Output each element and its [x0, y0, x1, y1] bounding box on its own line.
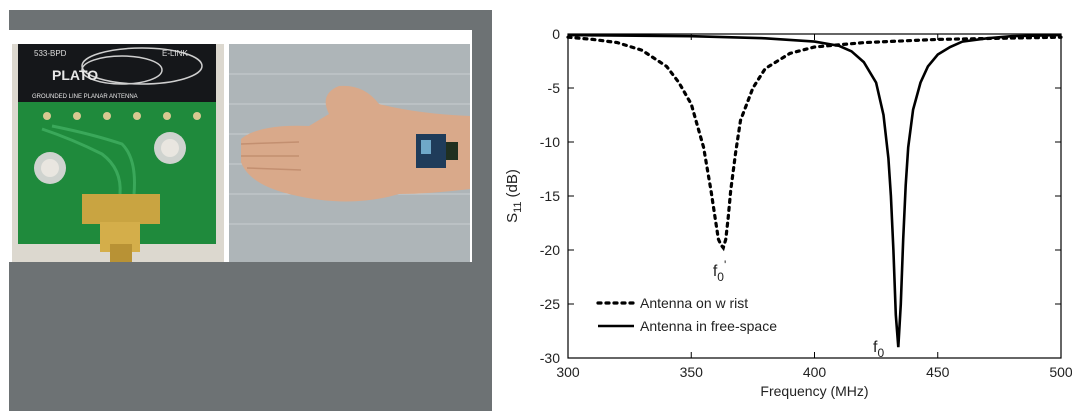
annotation-subscript: 0: [717, 270, 724, 284]
hand-sensor-photo: [229, 44, 470, 262]
y-axis-label-sub: 11: [512, 201, 524, 212]
y-tick-label: -10: [540, 134, 560, 150]
x-tick-label: 300: [556, 364, 580, 380]
annotation-f0-prime: f0': [713, 258, 726, 284]
y-tick-label: -5: [548, 80, 561, 96]
x-tick-label: 350: [680, 364, 704, 380]
annotation-base: f: [873, 339, 878, 356]
legend-label-antenna-on-wrist: Antenna on w rist: [640, 295, 748, 311]
pcb-label-model: 533-BPD: [34, 49, 67, 58]
y-axis-label: S11 (dB): [504, 169, 524, 223]
y-axis-label-unit: (dB): [504, 169, 521, 197]
annotation-prime: ': [724, 258, 726, 272]
series-line-antenna-on-wrist: [566, 35, 1063, 252]
y-tick-label: -20: [540, 242, 560, 258]
annotation-subscript: 0: [878, 346, 885, 360]
x-tick-label: 450: [926, 364, 950, 380]
svg-text:S11(dB): S11 (dB): [504, 169, 524, 223]
pcb-antenna-photo: 533-BPD E-LINK PLATO GROUNDED LINE PLANA…: [12, 44, 224, 262]
series-line-antenna-in-free-space: [567, 33, 1062, 348]
annotation-f0: f0: [873, 339, 884, 360]
y-tick-label: 0: [552, 26, 560, 42]
s11-chart: 0 -5 -10 -15 -20 -25 -30 300 350 400 450 500 Frequ…: [504, 26, 1072, 399]
pcb-caption: GROUNDED LINE PLANAR ANTENNA: [32, 94, 138, 100]
y-axis-label-base: S: [504, 213, 521, 223]
y-tick-label: -15: [540, 188, 560, 204]
y-tick-label: -30: [540, 350, 560, 366]
pcb-label-brand: E-LINK: [162, 49, 188, 58]
x-tick-label: 500: [1049, 364, 1072, 380]
y-tick-label: -25: [540, 296, 560, 312]
legend-label-antenna-in-free-space: Antenna in free-space: [640, 318, 777, 334]
legend: Antenna on w rist Antenna in free-space: [596, 295, 777, 334]
annotation-base: f: [713, 263, 718, 280]
x-axis-label: Frequency (MHz): [760, 383, 868, 399]
x-tick-label: 400: [803, 364, 827, 380]
pcb-logo: PLATO: [52, 67, 98, 83]
